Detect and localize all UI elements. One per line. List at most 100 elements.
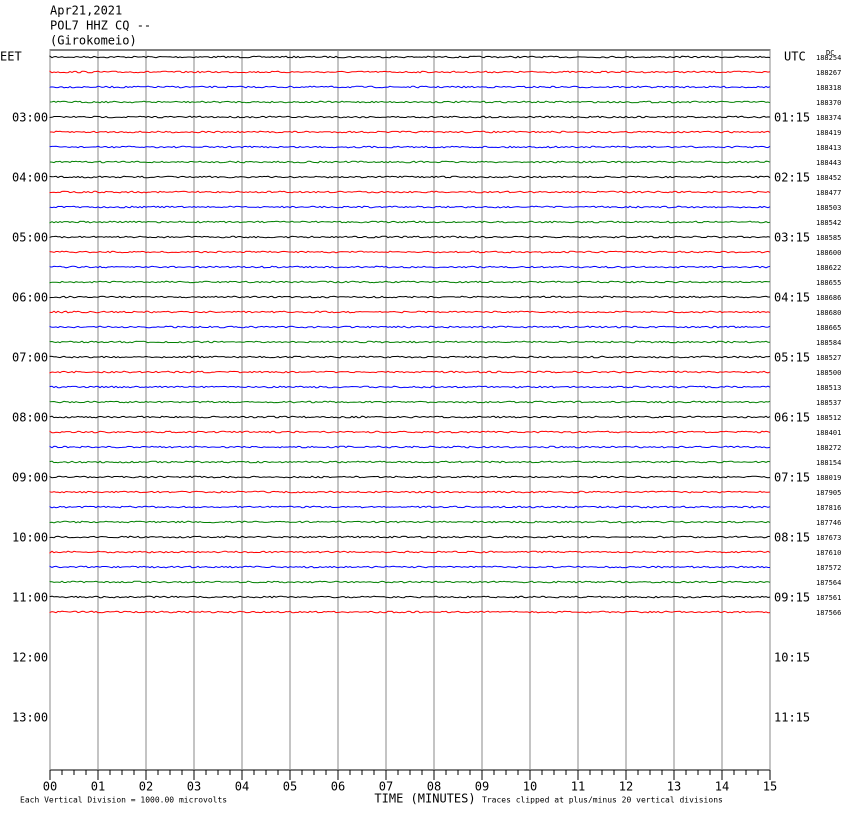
trace — [49, 100, 771, 104]
trace-offset: 188477 — [816, 189, 841, 197]
trace — [49, 490, 771, 494]
trace — [49, 175, 771, 179]
trace — [49, 145, 771, 149]
header-site: (Girokomeio) — [50, 34, 137, 48]
right-hour: 02:15 — [774, 171, 810, 185]
trace — [49, 295, 770, 299]
trace-offset: 188584 — [816, 339, 841, 347]
trace — [49, 190, 771, 194]
trace — [49, 85, 771, 89]
trace-offset: 187673 — [816, 534, 841, 542]
trace-offset: 188370 — [816, 99, 841, 107]
x-tick-label: 02 — [139, 780, 153, 794]
x-tick-label: 08 — [427, 780, 441, 794]
left-hour: 07:00 — [12, 351, 48, 365]
trace — [49, 595, 771, 599]
trace — [49, 235, 771, 239]
trace — [49, 280, 771, 284]
trace-offset: 188537 — [816, 399, 841, 407]
x-tick-label: 15 — [763, 780, 777, 794]
trace — [49, 265, 771, 269]
trace — [50, 130, 771, 134]
x-tick-label: 01 — [91, 780, 105, 794]
right-zone: UTC — [784, 50, 806, 64]
trace-offset: 188443 — [816, 159, 841, 167]
trace-offset: 188655 — [816, 279, 841, 287]
x-tick-label: 14 — [715, 780, 729, 794]
trace — [49, 610, 771, 614]
trace-offset: 188413 — [816, 144, 841, 152]
trace-offset: 187610 — [816, 549, 841, 557]
trace — [49, 445, 771, 449]
x-tick-label: 10 — [523, 780, 537, 794]
x-tick-label: 04 — [235, 780, 249, 794]
trace — [49, 535, 771, 539]
trace-offset: 188254 — [816, 54, 841, 62]
trace-offset: 188527 — [816, 354, 841, 362]
trace — [49, 400, 771, 404]
x-tick-label: 03 — [187, 780, 201, 794]
trace-offset: 188401 — [816, 429, 841, 437]
left-hour: 13:00 — [12, 711, 48, 725]
trace-offset: 188154 — [816, 459, 841, 467]
trace-offset: 188318 — [816, 84, 841, 92]
left-hour: 10:00 — [12, 531, 48, 545]
right-hour: 09:15 — [774, 591, 810, 605]
right-hour: 08:15 — [774, 531, 810, 545]
trace — [49, 370, 771, 374]
trace — [49, 565, 770, 569]
trace — [49, 505, 771, 509]
right-hour: 07:15 — [774, 471, 810, 485]
trace-offset: 188500 — [816, 369, 841, 377]
left-hour: 11:00 — [12, 591, 48, 605]
trace — [49, 55, 771, 59]
trace — [49, 460, 771, 464]
trace-offset: 187746 — [816, 519, 841, 527]
trace-offset: 188452 — [816, 174, 841, 182]
left-hour: 06:00 — [12, 291, 48, 305]
x-tick-label: 09 — [475, 780, 489, 794]
x-tick-label: 00 — [43, 780, 57, 794]
trace — [49, 385, 771, 389]
trace — [49, 220, 771, 224]
trace-offset: 188513 — [816, 384, 841, 392]
trace-offset: 188686 — [816, 294, 841, 302]
trace-offset: 188512 — [816, 414, 841, 422]
trace — [49, 430, 771, 434]
trace-offset: 188419 — [816, 129, 841, 137]
right-hour: 01:15 — [774, 111, 810, 125]
trace — [49, 70, 771, 74]
trace — [49, 550, 771, 554]
trace — [49, 520, 771, 524]
trace — [49, 325, 771, 329]
trace-offset: 188665 — [816, 324, 841, 332]
trace-offset: 187561 — [816, 594, 841, 602]
trace — [49, 160, 771, 164]
x-tick-label: 12 — [619, 780, 633, 794]
left-hour: 12:00 — [12, 651, 48, 665]
x-tick-label: 11 — [571, 780, 585, 794]
trace-offset: 188503 — [816, 204, 841, 212]
x-tick-label: 13 — [667, 780, 681, 794]
trace-offset: 187564 — [816, 579, 841, 587]
trace-offset: 188272 — [816, 444, 841, 452]
trace — [49, 205, 771, 209]
clip-note: Traces clipped at plus/minus 20 vertical… — [482, 796, 723, 805]
trace-offset: 188622 — [816, 264, 841, 272]
trace-offset: 187905 — [816, 489, 841, 497]
trace-offset: 188019 — [816, 474, 841, 482]
trace — [49, 340, 771, 344]
trace-offset: 187566 — [816, 609, 841, 617]
dc-label: DC — [826, 49, 834, 57]
trace — [49, 355, 771, 359]
trace-offset: 188542 — [816, 219, 841, 227]
trace-offset: 188585 — [816, 234, 841, 242]
trace — [49, 250, 771, 254]
x-axis-label: TIME (MINUTES) — [374, 792, 475, 806]
plot-frame — [49, 49, 771, 771]
header-station: POL7 HHZ CQ -- — [50, 19, 151, 33]
left-hour: 09:00 — [12, 471, 48, 485]
trace-offset: 187816 — [816, 504, 841, 512]
trace — [49, 580, 771, 584]
